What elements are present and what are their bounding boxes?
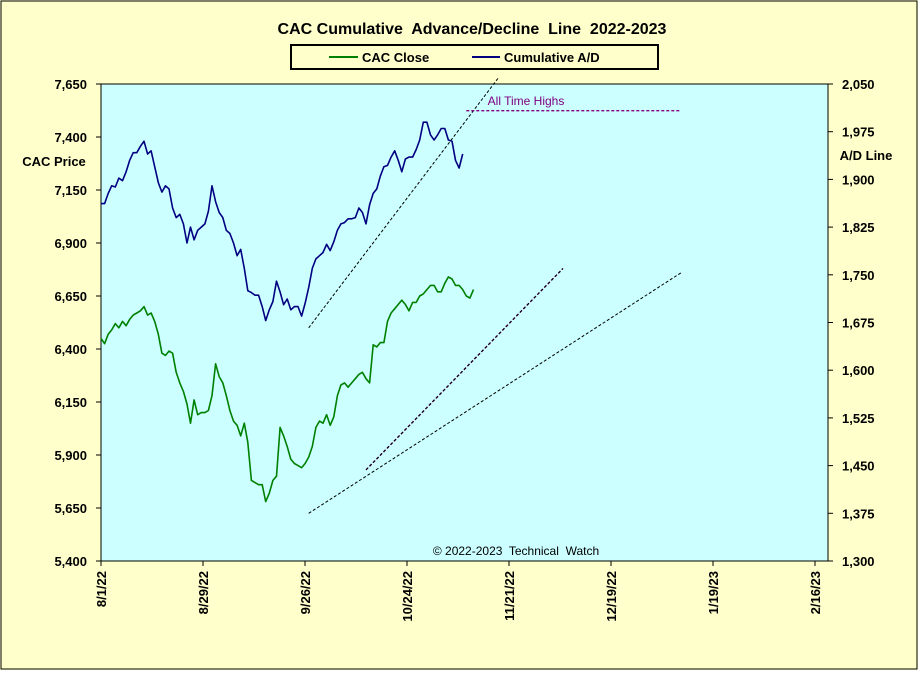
x-tick-label: 9/26/22 — [298, 571, 313, 614]
left-tick-label: 7,650 — [54, 77, 87, 92]
right-tick-label: 1,450 — [842, 459, 875, 474]
x-tick-label: 11/21/22 — [502, 571, 517, 621]
right-axis: 2,050 1,975 1,900 1,825 1,750 1,675 1,600 1,525… — [828, 77, 875, 569]
x-axis: 8/1/22 8/29/22 9/26/22 10/24/22 11/21/22 12/1… — [94, 561, 823, 622]
x-tick-label: 2/16/23 — [808, 571, 823, 614]
left-tick-label: 6,900 — [54, 236, 87, 251]
trendlines — [308, 77, 682, 514]
plot-area — [100, 83, 829, 562]
right-axis-title: A/D Line — [840, 148, 893, 163]
series-line-cumulative-ad — [101, 121, 464, 322]
left-axis: 7,650 7,400 7,150 6,900 6,650 6,400 6,150 5,900… — [54, 77, 101, 569]
x-tick-label: 12/19/22 — [604, 571, 619, 622]
x-tick-label: 10/24/22 — [400, 571, 415, 622]
legend-label-cumulative-ad: Cumulative A/D — [504, 50, 600, 65]
left-tick-label: 5,650 — [54, 501, 87, 516]
left-tick-label: 5,400 — [54, 554, 87, 569]
right-tick-label: 1,750 — [842, 268, 875, 283]
left-axis-title: CAC Price — [22, 154, 86, 169]
right-tick-label: 1,600 — [842, 363, 875, 378]
left-tick-label: 6,650 — [54, 289, 87, 304]
left-tick-label: 7,400 — [54, 130, 87, 145]
series-line-cac-close — [100, 276, 475, 503]
annotation-copyright: © 2022-2023 Technical Watch — [433, 544, 599, 558]
trendline — [308, 77, 499, 329]
x-tick-label: 1/19/23 — [706, 571, 721, 614]
left-tick-label: 7,150 — [54, 183, 87, 198]
right-tick-label: 1,900 — [842, 172, 875, 187]
annotation-all-time-highs: All Time Highs — [488, 94, 565, 108]
left-tick-label: 5,900 — [54, 448, 87, 463]
legend-label-cac-close: CAC Close — [362, 50, 429, 65]
right-tick-label: 1,975 — [842, 125, 875, 140]
x-tick-label: 8/1/22 — [94, 571, 109, 607]
right-tick-label: 1,825 — [842, 220, 875, 235]
left-tick-label: 6,400 — [54, 342, 87, 357]
right-tick-label: 1,675 — [842, 316, 875, 331]
trendline — [365, 268, 564, 471]
trendline — [308, 272, 682, 514]
x-tick-label: 8/29/22 — [196, 571, 211, 614]
legend: CAC Close Cumulative A/D — [290, 44, 659, 70]
right-tick-label: 2,050 — [842, 77, 875, 92]
left-tick-label: 6,150 — [54, 395, 87, 410]
chart-title: CAC Cumulative Advance/Decline Line 2022… — [278, 21, 667, 38]
right-tick-label: 1,525 — [842, 411, 875, 426]
right-tick-label: 1,300 — [842, 554, 875, 569]
right-tick-label: 1,375 — [842, 506, 875, 521]
series — [100, 121, 475, 503]
